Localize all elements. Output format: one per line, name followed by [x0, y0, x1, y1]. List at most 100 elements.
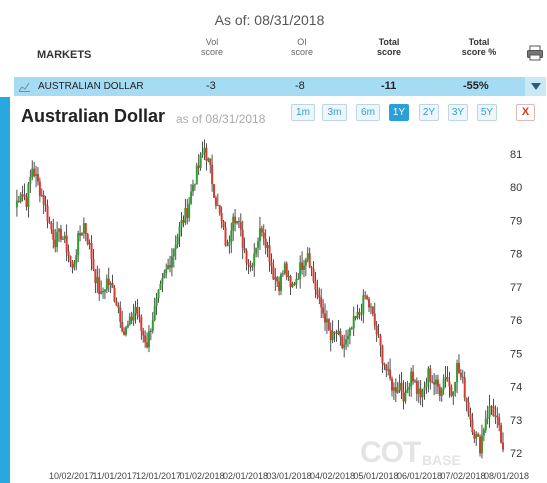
candle-down	[79, 233, 82, 236]
x-tick-label: 06/01/2018	[397, 471, 442, 481]
y-tick-label: 77	[510, 282, 522, 294]
range-3y-button[interactable]: 3Y	[448, 104, 468, 121]
candle-down	[438, 386, 441, 397]
candle-up	[304, 259, 307, 266]
candle-down	[329, 329, 332, 341]
candle-down	[268, 245, 271, 263]
candle-down	[490, 406, 493, 408]
range-1m-button[interactable]: 1m	[291, 104, 315, 121]
candle-up	[408, 386, 411, 390]
candle-down	[383, 363, 386, 366]
total-score-pct-header: Total score %	[461, 37, 497, 57]
candle-up	[475, 434, 478, 439]
candle-up	[27, 183, 30, 207]
y-tick-label: 79	[510, 215, 522, 227]
candle-down	[381, 345, 384, 364]
candle-down	[377, 334, 380, 336]
candle-up	[435, 379, 438, 385]
caret-down-icon[interactable]	[530, 81, 542, 92]
candle-down	[316, 289, 319, 296]
candle-down	[247, 262, 250, 265]
candle-down	[301, 262, 304, 270]
candle-down	[186, 208, 189, 218]
candle-up	[360, 314, 363, 316]
y-tick-label: 81	[510, 149, 522, 161]
candle-down	[46, 205, 49, 222]
candle-down	[214, 197, 217, 206]
candle-down	[471, 419, 474, 433]
candle-down	[21, 194, 24, 196]
total-score-pct-value: -55%	[463, 80, 489, 92]
print-icon[interactable]	[526, 44, 544, 62]
candle-down	[429, 368, 432, 382]
candle-down	[213, 184, 216, 198]
candle-up	[281, 273, 284, 275]
candle-down	[498, 417, 501, 426]
candle-down	[36, 174, 39, 182]
candle-down	[391, 378, 394, 391]
candles-group	[15, 139, 504, 459]
candle-down	[465, 398, 468, 403]
candle-down	[293, 283, 296, 285]
candle-up	[128, 316, 131, 325]
candle-down	[130, 316, 133, 321]
candle-up	[151, 320, 154, 332]
candle-up	[195, 165, 198, 185]
range-5y-button[interactable]: 5Y	[477, 104, 497, 121]
candle-down	[278, 281, 281, 291]
candle-up	[346, 335, 349, 340]
candle-down	[308, 253, 311, 268]
candle-up	[161, 278, 164, 284]
candle-up	[331, 331, 334, 341]
candle-up	[19, 194, 22, 202]
candle-down	[402, 391, 405, 402]
total-score-value: -11	[381, 80, 397, 92]
candle-down	[23, 194, 26, 198]
candle-down	[419, 388, 422, 398]
candle-up	[193, 184, 196, 186]
candle-up	[287, 276, 290, 278]
close-chart-button[interactable]: X	[516, 104, 535, 121]
y-tick-label: 78	[510, 249, 522, 261]
candle-down	[144, 335, 147, 343]
candle-up	[251, 265, 254, 268]
candle-down	[84, 223, 87, 235]
range-3m-button[interactable]: 3m	[322, 104, 347, 121]
candle-up	[155, 298, 158, 307]
candle-down	[264, 238, 267, 248]
candle-down	[373, 313, 376, 326]
candle-up	[410, 371, 413, 387]
candle-up	[306, 253, 309, 260]
candle-down	[327, 318, 330, 330]
range-6m-button[interactable]: 6m	[356, 104, 380, 121]
candle-up	[191, 184, 194, 192]
total-score-header: Total score	[376, 37, 402, 57]
as-of-date: As of: 08/31/2018	[214, 12, 325, 28]
candle-down	[496, 415, 499, 418]
candle-down	[467, 402, 470, 414]
range-1y-button[interactable]: 1Y	[389, 104, 409, 121]
candle-up	[337, 330, 340, 335]
candle-down	[59, 228, 62, 240]
x-tick-label: 02/01/2018	[223, 471, 268, 481]
candle-down	[33, 168, 36, 177]
candle-down	[102, 291, 105, 293]
candle-down	[358, 311, 361, 315]
candle-up	[190, 191, 193, 204]
x-tick-label: 07/02/2018	[441, 471, 486, 481]
candle-down	[433, 382, 436, 385]
market-row-australian-dollar[interactable]: AUSTRALIAN DOLLAR -3 -8 -11 -55%	[14, 77, 546, 96]
candle-down	[115, 301, 118, 306]
candle-down	[314, 281, 317, 290]
range-2y-button[interactable]: 2Y	[419, 104, 439, 121]
candle-down	[366, 296, 369, 300]
candle-up	[75, 255, 78, 264]
candle-up	[170, 256, 173, 268]
candle-down	[94, 269, 97, 284]
candle-up	[167, 265, 170, 270]
candle-up	[105, 278, 108, 290]
cotbase-watermark-sub: BASE	[422, 452, 461, 468]
candle-down	[379, 335, 382, 346]
candle-down	[117, 305, 120, 308]
candle-down	[71, 261, 74, 268]
